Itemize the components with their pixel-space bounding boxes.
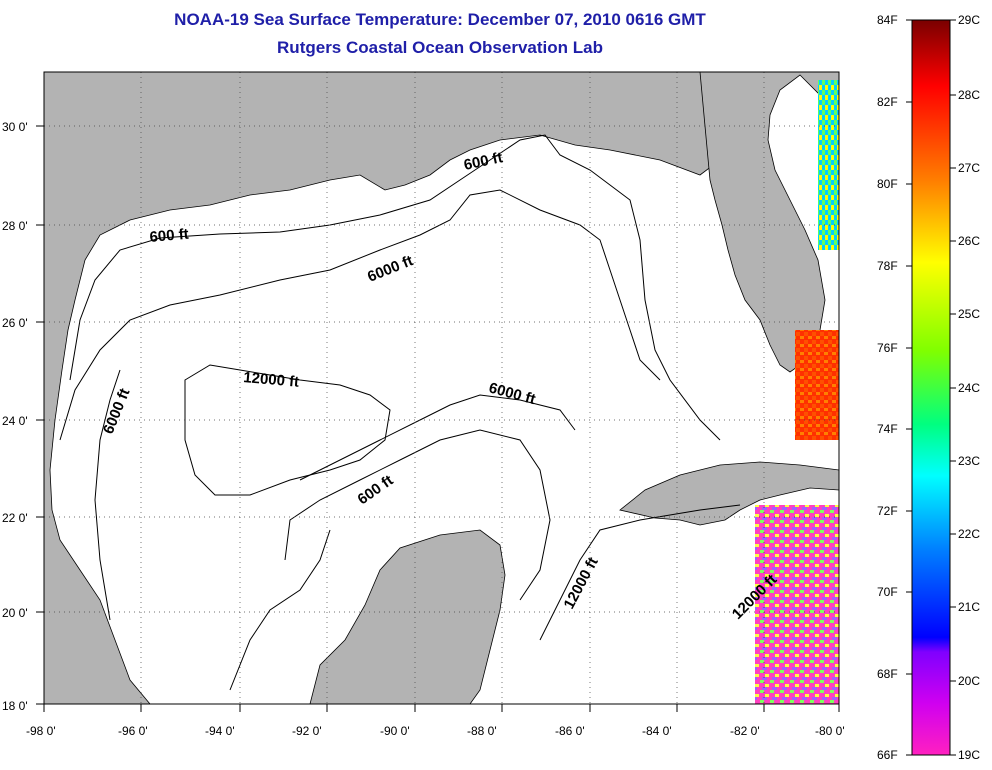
colorbar-c-label: 24C — [958, 381, 980, 395]
colorbar-c-label: 27C — [958, 161, 980, 175]
colorbar-f-label: 70F — [877, 585, 898, 599]
x-tick-label: -88 0' — [467, 724, 497, 738]
sst-patch-keys — [795, 330, 839, 440]
colorbar-f-label: 80F — [877, 177, 898, 191]
contour-600ft-yucatan — [229, 529, 331, 691]
x-tick-label: -96 0' — [118, 724, 148, 738]
y-tick-label: 28 0' — [2, 219, 28, 233]
colorbar-c-label: 19C — [958, 748, 980, 762]
x-tick-label: -82 0' — [730, 724, 760, 738]
land-yucatan — [309, 529, 506, 704]
contour-600ft-south — [284, 429, 551, 601]
colorbar-f-label: 66F — [877, 748, 898, 762]
colorbar-f-label: 78F — [877, 259, 898, 273]
axis-ticks — [36, 125, 840, 712]
bathymetry-contours — [59, 134, 741, 691]
colorbar-f-label: 68F — [877, 667, 898, 681]
contour-12000ft — [184, 364, 391, 496]
x-tick-label: -92 0' — [292, 724, 322, 738]
contour-6000ft-north — [59, 189, 661, 441]
colorbar-ticks — [906, 19, 956, 756]
x-tick-label: -94 0' — [205, 724, 235, 738]
colorbar-f-label: 82F — [877, 95, 898, 109]
colorbar-c-label: 28C — [958, 88, 980, 102]
colorbar-f-label: 76F — [877, 341, 898, 355]
colorbar-c-label: 23C — [958, 454, 980, 468]
colorbar-c-label: 21C — [958, 600, 980, 614]
contour-600ft-north — [69, 134, 721, 441]
colorbar-c-label: 26C — [958, 234, 980, 248]
colorbar-c-label: 22C — [958, 527, 980, 541]
colorbar-f-label: 72F — [877, 504, 898, 518]
graticule — [44, 72, 839, 704]
temperature-colorbar — [911, 19, 951, 756]
map-title: NOAA-19 Sea Surface Temperature: Decembe… — [174, 10, 706, 29]
x-tick-label: -98 0' — [26, 724, 56, 738]
x-tick-label: -90 0' — [380, 724, 410, 738]
contour-6000ft-west — [94, 369, 121, 621]
map-subtitle: Rutgers Coastal Ocean Observation Lab — [277, 38, 603, 57]
x-tick-label: -84 0' — [642, 724, 672, 738]
y-tick-label: 22 0' — [2, 511, 28, 525]
colorbar-f-label: 84F — [877, 13, 898, 27]
y-tick-label: 30 0' — [2, 120, 28, 134]
colorbar-c-label: 29C — [958, 13, 980, 27]
y-tick-label: 24 0' — [2, 414, 28, 428]
sst-patch-caribbean — [755, 505, 839, 704]
contour-label: 600 ft — [149, 226, 190, 246]
contour-6000ft-south — [299, 394, 576, 481]
y-tick-label: 18 0' — [2, 699, 28, 713]
colorbar-c-label: 25C — [958, 307, 980, 321]
colorbar-f-label: 74F — [877, 422, 898, 436]
land-cuba — [619, 461, 839, 526]
x-tick-label: -80 0' — [815, 724, 845, 738]
y-tick-label: 20 0' — [2, 606, 28, 620]
contour-12000ft-east — [539, 504, 741, 641]
sst-patch-florida-east — [818, 80, 839, 250]
x-tick-label: -86 0' — [555, 724, 585, 738]
map-frame — [43, 71, 840, 705]
y-tick-label: 26 0' — [2, 316, 28, 330]
colorbar-c-label: 20C — [958, 674, 980, 688]
contour-label: 12000 ft — [243, 369, 300, 391]
land-north-west — [44, 72, 771, 704]
